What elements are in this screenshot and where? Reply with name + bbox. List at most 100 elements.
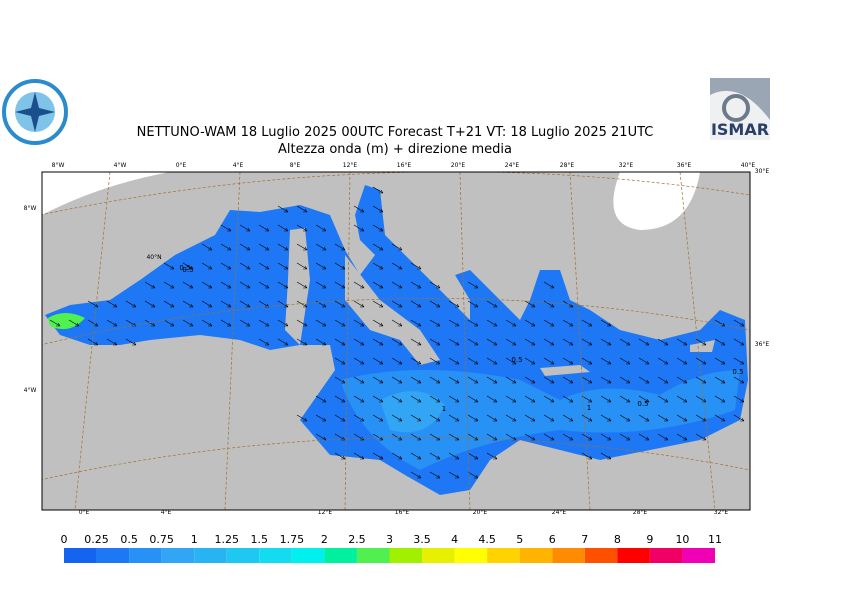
direction-arrow xyxy=(315,338,327,346)
direction-arrow xyxy=(201,319,213,327)
direction-arrow xyxy=(505,376,517,384)
title: NETTUNO-WAM 18 Luglio 2025 00UTC Forecas… xyxy=(137,125,654,140)
direction-arrow xyxy=(581,414,593,422)
colorbar-label: 4.5 xyxy=(478,533,496,546)
direction-arrow xyxy=(372,186,384,194)
direction-arrow xyxy=(676,376,688,384)
direction-arrow xyxy=(467,300,479,308)
direction-arrow xyxy=(486,433,498,441)
direction-arrow xyxy=(600,338,612,346)
direction-arrow xyxy=(410,281,422,289)
colorbar-label: 1.75 xyxy=(280,533,305,546)
colorbar-swatch xyxy=(259,548,292,563)
direction-arrow xyxy=(505,357,517,365)
direction-arrow xyxy=(486,376,498,384)
direction-arrow xyxy=(429,376,441,384)
direction-arrow xyxy=(410,338,422,346)
contour-label: 1 xyxy=(442,405,446,413)
direction-arrow xyxy=(543,319,555,327)
direction-arrow xyxy=(125,338,137,346)
direction-arrow xyxy=(714,376,726,384)
direction-arrow xyxy=(410,414,422,422)
colorbar-label: 2.5 xyxy=(348,533,366,546)
direction-arrow xyxy=(391,262,403,270)
colorbar-swatch xyxy=(487,548,520,563)
direction-arrow xyxy=(562,395,574,403)
colorbar-label: 11 xyxy=(708,533,722,546)
direction-arrow xyxy=(296,281,308,289)
direction-arrow xyxy=(353,224,365,232)
direction-arrow xyxy=(410,452,422,460)
direction-arrow xyxy=(353,319,365,327)
direction-arrow xyxy=(163,262,175,270)
direction-arrow xyxy=(638,395,650,403)
direction-arrow xyxy=(600,414,612,422)
direction-arrow xyxy=(372,205,384,213)
direction-arrow xyxy=(676,338,688,346)
direction-arrow xyxy=(562,357,574,365)
direction-arrow xyxy=(733,357,745,365)
graticule-label: 16°E xyxy=(397,162,412,169)
direction-arrow xyxy=(581,395,593,403)
direction-arrow xyxy=(68,319,80,327)
direction-arrow xyxy=(201,281,213,289)
direction-arrow xyxy=(277,338,289,346)
direction-arrow xyxy=(600,433,612,441)
direction-arrow xyxy=(144,319,156,327)
direction-arrow xyxy=(144,300,156,308)
direction-arrow xyxy=(467,471,479,479)
colorbar-label: 1 xyxy=(191,533,198,546)
direction-arrow xyxy=(391,452,403,460)
colorbar-swatch xyxy=(617,548,650,563)
colorbar-label: 0.25 xyxy=(84,533,109,546)
direction-arrow xyxy=(562,319,574,327)
direction-arrow xyxy=(562,414,574,422)
direction-arrow xyxy=(182,262,194,270)
direction-arrow xyxy=(391,243,403,251)
direction-arrow xyxy=(410,376,422,384)
direction-arrow xyxy=(714,319,726,327)
direction-arrow xyxy=(676,395,688,403)
direction-arrow xyxy=(619,376,631,384)
direction-arrow xyxy=(676,357,688,365)
direction-arrow xyxy=(391,300,403,308)
direction-arrow xyxy=(486,395,498,403)
direction-arrow xyxy=(353,395,365,403)
direction-arrow xyxy=(258,319,270,327)
graticule-label: 28°E xyxy=(560,162,575,169)
direction-arrow xyxy=(524,338,536,346)
graticule-label: 36°E xyxy=(677,162,692,169)
direction-arrow xyxy=(619,395,631,403)
graticule-label: 20°E xyxy=(473,509,488,516)
colorbar-label: 4 xyxy=(451,533,458,546)
direction-arrow xyxy=(543,395,555,403)
direction-arrow xyxy=(258,243,270,251)
direction-arrow xyxy=(296,243,308,251)
direction-arrow xyxy=(714,338,726,346)
logo-right: ISMAR xyxy=(710,78,770,140)
direction-arrow xyxy=(106,300,118,308)
colorbar-label: 3.5 xyxy=(413,533,431,546)
direction-arrow xyxy=(334,300,346,308)
colorbar-swatch xyxy=(129,548,162,563)
direction-arrow xyxy=(239,300,251,308)
direction-arrow xyxy=(486,319,498,327)
direction-arrow xyxy=(619,357,631,365)
colorbar-swatch xyxy=(519,548,553,563)
direction-arrow xyxy=(296,262,308,270)
direction-arrow xyxy=(543,338,555,346)
graticule-label: 0°E xyxy=(176,162,187,169)
direction-arrow xyxy=(410,357,422,365)
colorbar-label: 7 xyxy=(581,533,588,546)
graticule-label: 36°E xyxy=(755,341,770,348)
direction-arrow xyxy=(733,376,745,384)
direction-arrow xyxy=(505,319,517,327)
graticule-label: 12°E xyxy=(343,162,358,169)
direction-arrow xyxy=(600,357,612,365)
graticule-label: 28°E xyxy=(633,509,648,516)
direction-arrow xyxy=(543,300,555,308)
direction-arrow xyxy=(657,338,669,346)
direction-arrow xyxy=(372,414,384,422)
colorbar-label: 3 xyxy=(386,533,393,546)
